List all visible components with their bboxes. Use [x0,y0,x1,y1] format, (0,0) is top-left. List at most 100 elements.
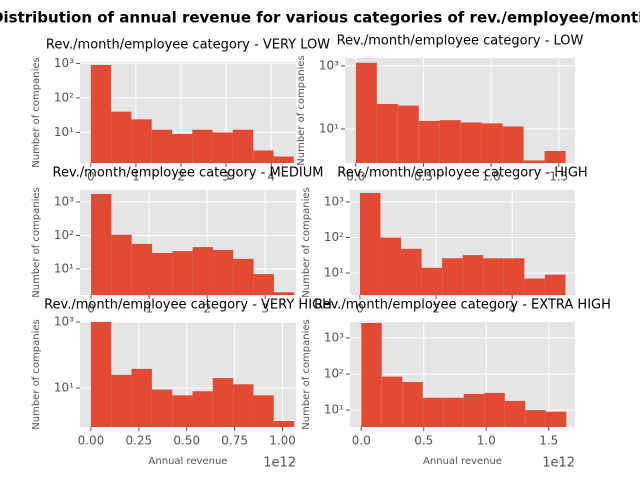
axes-title: Rev./month/employee category - EXTRA HIG… [314,298,611,313]
x-offset: 1e12 [542,456,575,471]
bar [355,62,377,163]
bar [442,258,463,295]
bar [131,368,152,427]
bar [273,292,295,295]
x-tick-label: 1.5 [549,170,568,184]
axes-title: Rev./month/employee category - MEDIUM [53,166,324,181]
y-axis-label: Number of companies [31,187,42,297]
y-axis-label: Number of companies [31,319,42,429]
x-tick-label: 2 [203,302,211,316]
bar [462,255,484,295]
bar [421,267,443,295]
y-tick-label: 10¹ [54,381,74,395]
y-tick-label: 10² [324,230,344,244]
axes-title: Rev./month/employee category - LOW [337,34,584,49]
x-tick-label: 1.5 [539,434,558,448]
bar [253,395,274,427]
y-axis-label: Number of companies [31,57,42,167]
y-tick-label: 10³ [54,315,74,329]
bars [90,65,294,163]
y-tick-label: 10¹ [54,125,74,139]
y-tick-label: 10³ [324,331,344,345]
x-tick-label: 3 [222,170,230,184]
bar [90,322,112,427]
x-tick-label: 0 [87,302,95,316]
bars [355,62,566,163]
axes-title: Rev./month/employee category - VERY LOW [46,38,330,53]
bar [253,274,274,295]
bar [273,156,294,163]
x-tick-label: 2 [177,170,185,184]
x-tick-label: 1 [132,170,140,184]
bar [90,65,112,163]
bar [503,258,525,295]
bar [151,129,172,163]
y-axis-label: Number of companies [301,319,312,429]
bars [90,322,295,427]
bar [111,111,132,163]
bar [401,248,422,295]
x-tick-label: 1 [145,302,153,316]
x-tick-label: 0.5 [414,434,433,448]
bar [212,378,234,427]
bar [545,411,567,427]
x-tick-label: 1.0 [477,434,496,448]
x-tick-label: 1.00 [269,434,296,448]
x-tick-label: 0.0 [346,170,365,184]
bar [233,258,254,295]
bar [131,243,152,295]
bar [111,374,132,427]
bar [380,237,402,295]
bars [361,323,567,427]
y-tick-label: 10¹ [324,266,344,280]
y-tick-label: 10² [54,228,74,242]
x-tick-label: 0.5 [414,170,433,184]
x-axis-label: Annual revenue [149,456,228,467]
x-tick-label: 0.75 [221,434,248,448]
bar [422,397,444,427]
axes-title: Rev./month/employee category - HIGH [337,166,587,181]
bar [111,234,132,295]
bar [131,119,152,163]
bar [402,382,423,427]
x-tick-label: 0.50 [173,434,200,448]
y-axis-label: Number of companies [301,187,312,297]
bar [544,150,566,163]
y-tick-label: 10² [54,90,74,104]
bar [172,251,193,295]
bar [212,249,234,295]
x-tick-label: 0.00 [78,434,105,448]
x-tick-label: 4 [508,302,516,316]
bar [152,252,173,295]
bar [483,258,504,295]
y-tick-label: 10³ [54,195,74,209]
x-axis-label: Annual revenue [423,456,502,467]
bar [212,132,233,163]
bar [192,129,213,163]
bar [460,122,482,163]
figure-title: Distribution of annual revenue for vario… [0,9,640,27]
y-axis-label: Number of companies [296,55,307,165]
bar [171,134,193,163]
bar [484,392,505,427]
y-tick-label: 10³ [324,195,344,209]
x-offset: 1e12 [263,456,296,471]
bar [172,395,193,427]
bar [359,192,381,295]
bar [361,323,382,427]
bar [525,410,546,427]
x-tick-label: 0.25 [125,434,152,448]
bar [232,129,254,163]
bar [192,391,213,427]
bar [418,120,440,163]
y-tick-label: 10² [324,367,344,381]
bar [91,193,112,295]
y-tick-label: 10¹ [54,261,74,275]
bar [463,393,485,427]
bar [253,150,274,163]
bar [502,126,524,163]
bar [504,400,526,427]
bars [91,193,295,295]
x-tick-label: 0 [356,302,364,316]
